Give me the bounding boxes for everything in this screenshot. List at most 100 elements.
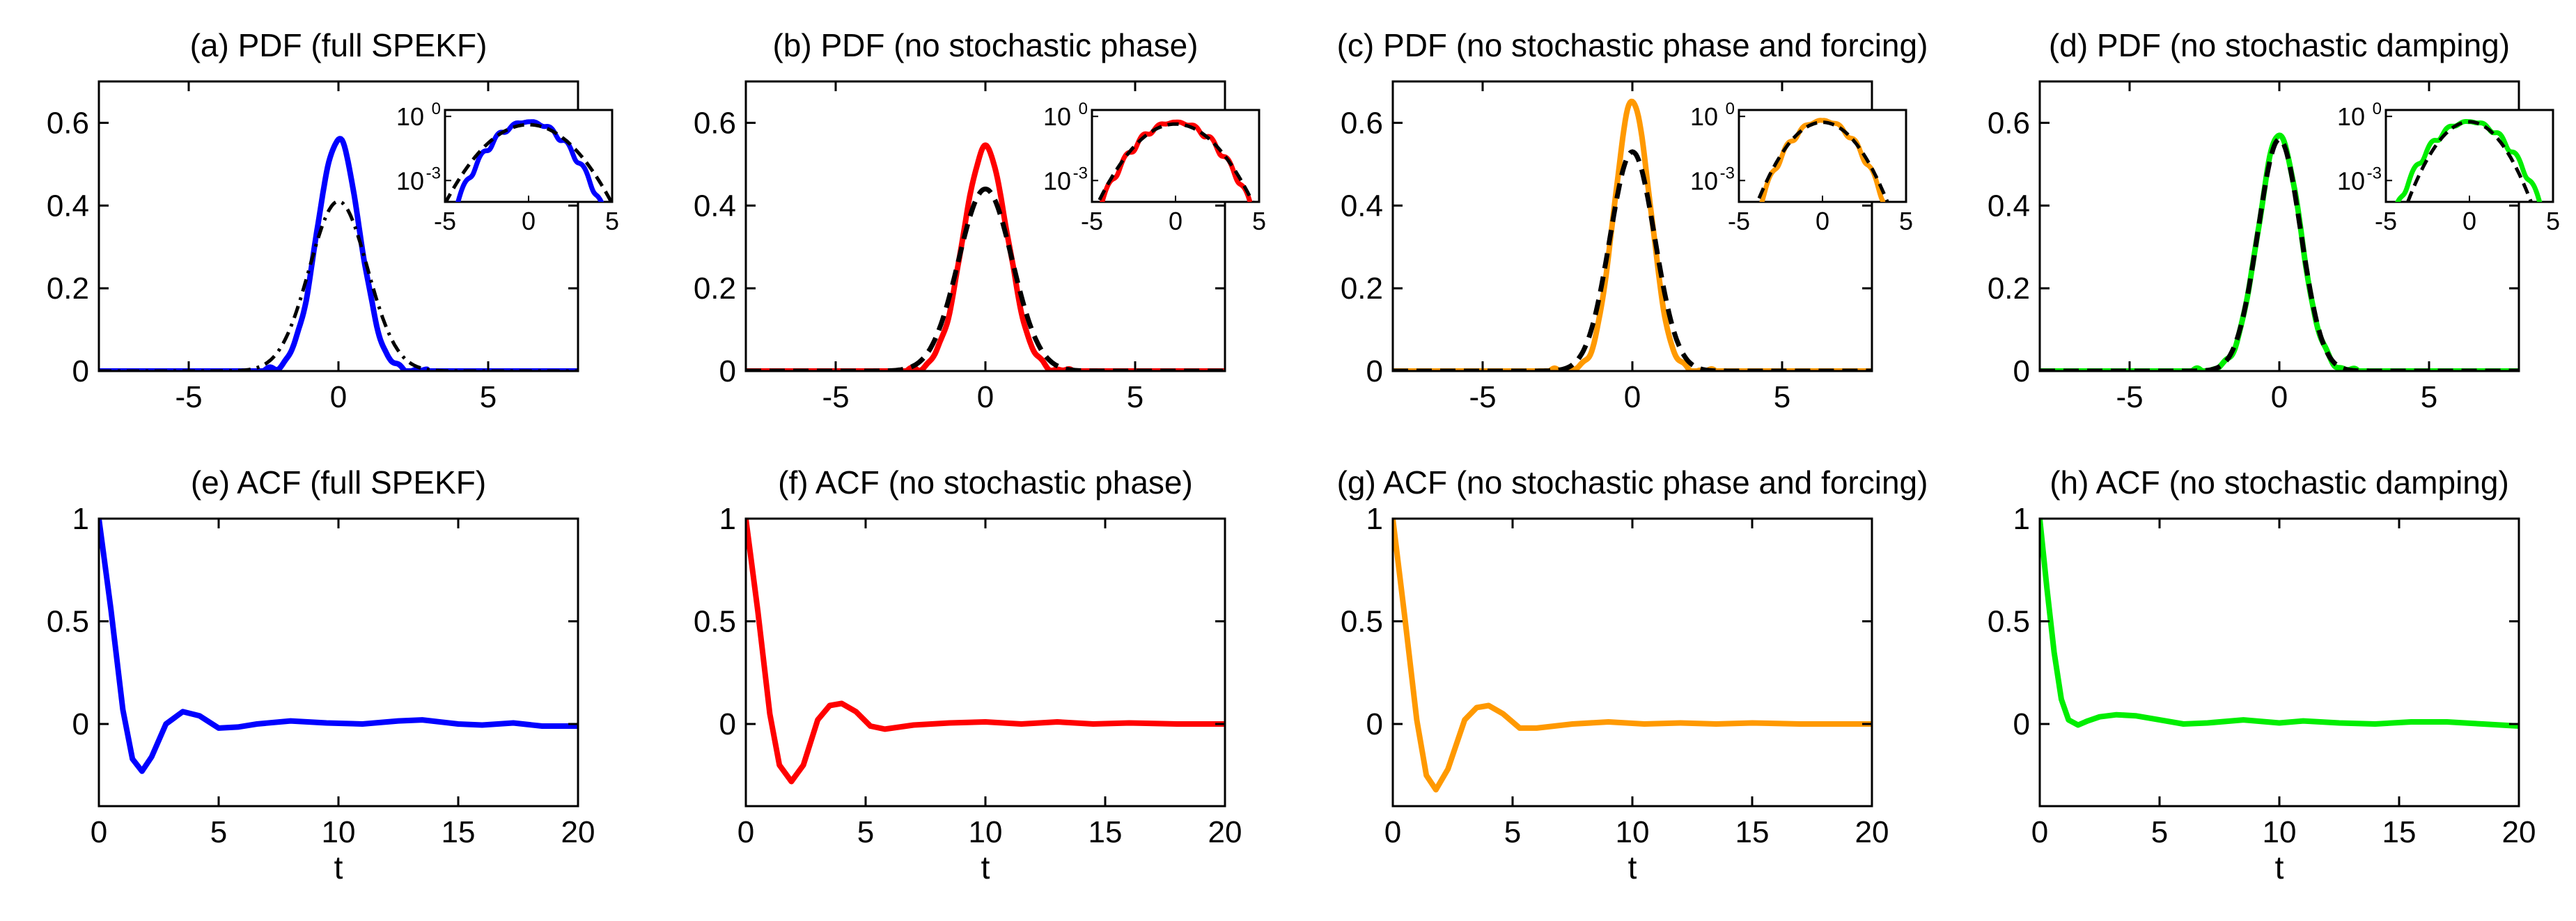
x-tick-label: 5 bbox=[2421, 380, 2437, 414]
x-axis-label: t bbox=[334, 849, 343, 885]
x-tick-label: 15 bbox=[2382, 815, 2417, 849]
panel-title: (a) PDF (full SPEKF) bbox=[190, 27, 487, 63]
inset-model-line bbox=[455, 119, 604, 202]
inset-box bbox=[444, 109, 614, 203]
panel-title: (b) PDF (no stochastic phase) bbox=[772, 27, 1198, 63]
inset-x-tick-label: 5 bbox=[2546, 207, 2560, 235]
x-tick-label: 5 bbox=[1504, 815, 1521, 849]
inset-y-tick-label: 10 bbox=[1043, 102, 1071, 131]
x-tick-label: -5 bbox=[822, 380, 849, 414]
x-axis-label: t bbox=[2275, 849, 2284, 885]
axes-box bbox=[1391, 517, 1873, 808]
inset-y-tick-exponent: 0 bbox=[432, 100, 441, 118]
x-tick-label: -5 bbox=[2116, 380, 2143, 414]
pdf-model-line bbox=[2040, 132, 2519, 371]
inset-b: -5 0 510 010 -3 bbox=[1043, 100, 1266, 235]
plot-data bbox=[2040, 132, 2519, 371]
inset-y-tick-exponent: 0 bbox=[1079, 100, 1088, 118]
acf-line bbox=[99, 519, 578, 774]
panel-title: (e) ACF (full SPEKF) bbox=[191, 464, 486, 501]
inset-y-tick-label: 10 bbox=[1690, 102, 1718, 131]
y-tick-label: 1 bbox=[1366, 502, 1383, 536]
pdf-gaussian-line bbox=[99, 199, 578, 371]
inset-c: -5 0 510 010 -3 bbox=[1690, 100, 1913, 235]
y-tick-label: 0.6 bbox=[694, 106, 736, 140]
y-tick-label: 0 bbox=[719, 354, 736, 388]
panel-title: (h) ACF (no stochastic damping) bbox=[2050, 464, 2509, 501]
y-tick-label: 0.5 bbox=[1341, 605, 1383, 639]
x-tick-label: 20 bbox=[1855, 815, 1889, 849]
inset-x-tick-label: 0 bbox=[1816, 207, 1829, 235]
chart-panel-d: (d) PDF (no stochastic damping) -5 0 5 0 0.2 0… bbox=[1988, 27, 2560, 414]
x-tick-label: 5 bbox=[210, 815, 227, 849]
x-tick-label: 5 bbox=[2151, 815, 2168, 849]
plot-data bbox=[2040, 519, 2519, 729]
inset-y-tick-label: 10 bbox=[396, 166, 424, 195]
inset-gaussian-line bbox=[2405, 120, 2534, 202]
inset-x-tick-label: -5 bbox=[2375, 207, 2397, 235]
plot-data bbox=[746, 519, 1225, 785]
inset-x-tick-label: -5 bbox=[434, 207, 456, 235]
pdf-gaussian-line bbox=[746, 186, 1225, 371]
inset-d: -5 0 510 010 -3 bbox=[2337, 100, 2560, 235]
y-tick-label: 0.2 bbox=[694, 271, 736, 306]
y-tick-label: 0 bbox=[1366, 354, 1383, 388]
chart-panel-g: (g) ACF (no stochastic phase and forcing… bbox=[1337, 464, 1928, 885]
y-tick-label: 0.6 bbox=[1988, 106, 2030, 140]
y-tick-label: 1 bbox=[72, 502, 89, 536]
y-tick-label: 0.4 bbox=[47, 189, 89, 223]
x-tick-label: 15 bbox=[1088, 815, 1123, 849]
plot-data bbox=[746, 142, 1225, 371]
pdf-model-line bbox=[1393, 98, 1872, 371]
y-tick-label: 0.4 bbox=[1341, 189, 1383, 223]
x-tick-label: -5 bbox=[1469, 380, 1496, 414]
x-tick-label: 20 bbox=[2502, 815, 2536, 849]
inset-x-tick-label: 0 bbox=[2462, 207, 2476, 235]
y-tick-label: 0.4 bbox=[1988, 189, 2030, 223]
axes-box bbox=[97, 517, 579, 808]
inset-gaussian-line bbox=[1096, 122, 1255, 202]
y-tick-label: 0 bbox=[719, 707, 736, 741]
inset-model-line bbox=[1759, 118, 1887, 202]
x-tick-label: 0 bbox=[1384, 815, 1401, 849]
axes-box bbox=[2038, 517, 2520, 808]
x-tick-label: 15 bbox=[442, 815, 476, 849]
plot-data bbox=[99, 519, 578, 774]
plot-data bbox=[1393, 519, 1872, 793]
x-tick-label: 0 bbox=[737, 815, 754, 849]
inset-x-tick-label: 5 bbox=[605, 207, 619, 235]
x-tick-label: 5 bbox=[1774, 380, 1790, 414]
inset-data bbox=[1756, 118, 1889, 202]
inset-data bbox=[445, 119, 612, 202]
y-tick-label: 0.5 bbox=[1988, 605, 2030, 639]
panel-title: (d) PDF (no stochastic damping) bbox=[2049, 27, 2510, 63]
x-tick-label: 5 bbox=[480, 380, 497, 414]
inset-gaussian-line bbox=[1756, 120, 1889, 202]
inset-x-tick-label: -5 bbox=[1728, 207, 1750, 235]
inset-y-tick-exponent: -3 bbox=[1720, 164, 1735, 182]
panel-title: (f) ACF (no stochastic phase) bbox=[778, 464, 1193, 501]
inset-y-tick-label: 10 bbox=[1690, 166, 1718, 195]
y-tick-label: 0 bbox=[2013, 707, 2030, 741]
x-axis-label: t bbox=[981, 849, 990, 885]
x-tick-label: 10 bbox=[969, 815, 1003, 849]
chart-panel-h: (h) ACF (no stochastic damping) 0 5 10 15 20 0… bbox=[1988, 464, 2536, 885]
inset-y-tick-exponent: -3 bbox=[426, 164, 441, 182]
y-tick-label: 0 bbox=[72, 354, 89, 388]
x-tick-label: 10 bbox=[2263, 815, 2297, 849]
y-tick-label: 0.6 bbox=[1341, 106, 1383, 140]
pdf-gaussian-line bbox=[1393, 149, 1872, 371]
x-tick-label: 20 bbox=[1208, 815, 1242, 849]
inset-x-tick-label: -5 bbox=[1081, 207, 1103, 235]
inset-y-tick-exponent: 0 bbox=[2373, 100, 2382, 118]
x-tick-label: 10 bbox=[322, 815, 356, 849]
y-tick-label: 0.2 bbox=[47, 271, 89, 306]
inset-y-tick-label: 10 bbox=[396, 102, 424, 131]
pdf-model-line bbox=[746, 142, 1225, 371]
y-tick-label: 0 bbox=[1366, 707, 1383, 741]
acf-line bbox=[2040, 519, 2519, 729]
x-tick-label: 15 bbox=[1735, 815, 1770, 849]
inset-y-tick-exponent: -3 bbox=[1073, 164, 1088, 182]
x-tick-label: 10 bbox=[1616, 815, 1650, 849]
